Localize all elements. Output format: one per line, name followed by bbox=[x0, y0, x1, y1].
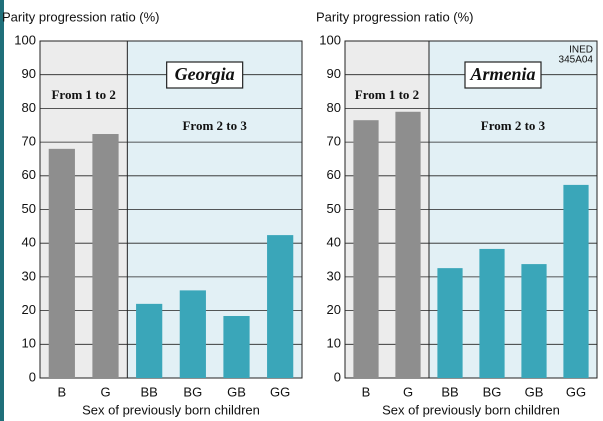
bar bbox=[48, 148, 75, 378]
chart-title: Armenia bbox=[469, 64, 535, 84]
y-tick-label: 80 bbox=[327, 100, 341, 115]
title-box bbox=[166, 61, 244, 89]
bar bbox=[136, 303, 163, 378]
bar bbox=[521, 264, 547, 378]
y-axis-label: Parity progression ratio (%) bbox=[316, 9, 474, 24]
y-tick-label: 20 bbox=[327, 302, 341, 317]
annotation: From 2 to 3 bbox=[182, 118, 247, 133]
x-tick-label: B bbox=[362, 384, 371, 399]
y-tick-label: 40 bbox=[22, 235, 36, 250]
y-tick-label: 40 bbox=[327, 235, 341, 250]
y-axis-label: Parity progression ratio (%) bbox=[2, 9, 160, 24]
credit: 345A04 bbox=[559, 55, 594, 66]
x-tick-label: G bbox=[100, 384, 110, 399]
bar bbox=[563, 184, 589, 378]
y-tick-label: 90 bbox=[22, 66, 36, 81]
plot-frame bbox=[39, 40, 303, 379]
x-axis-label: Sex of previously born children bbox=[382, 402, 560, 417]
bar bbox=[92, 134, 119, 378]
y-tick-label: 60 bbox=[327, 167, 341, 182]
y-tick-label: 0 bbox=[334, 369, 341, 384]
y-tick-label: 30 bbox=[327, 268, 341, 283]
x-tick-label: B bbox=[57, 384, 66, 399]
y-tick-label: 90 bbox=[327, 66, 341, 81]
annotation: From 1 to 2 bbox=[355, 87, 419, 102]
title-box bbox=[464, 61, 542, 89]
bar bbox=[395, 111, 421, 379]
y-tick-label: 20 bbox=[22, 302, 36, 317]
y-tick-label: 100 bbox=[14, 32, 36, 47]
y-tick-label: 10 bbox=[327, 336, 341, 351]
y-tick-label: 70 bbox=[327, 134, 341, 149]
bar bbox=[223, 315, 250, 378]
y-tick-label: 60 bbox=[22, 167, 36, 182]
y-tick-label: 10 bbox=[22, 336, 36, 351]
y-tick-label: 50 bbox=[22, 201, 36, 216]
y-tick-label: 50 bbox=[327, 201, 341, 216]
bar bbox=[267, 235, 294, 378]
bar bbox=[353, 120, 379, 378]
annotation: From 2 to 3 bbox=[481, 118, 546, 133]
x-tick-label: BG bbox=[183, 384, 202, 399]
x-tick-label: G bbox=[403, 384, 413, 399]
bar bbox=[437, 268, 463, 378]
edge-strip bbox=[0, 0, 4, 421]
y-tick-label: 30 bbox=[22, 268, 36, 283]
y-tick-label: 80 bbox=[22, 100, 36, 115]
x-tick-label: BB bbox=[441, 384, 458, 399]
chart-title: Georgia bbox=[175, 64, 235, 84]
bar bbox=[479, 248, 505, 378]
x-tick-label: GB bbox=[227, 384, 246, 399]
y-tick-label: 70 bbox=[22, 134, 36, 149]
bar bbox=[179, 290, 206, 378]
x-tick-label: BB bbox=[140, 384, 157, 399]
x-tick-label: GG bbox=[270, 384, 290, 399]
x-tick-label: GB bbox=[525, 384, 544, 399]
plot-frame bbox=[344, 40, 598, 379]
x-tick-label: BG bbox=[483, 384, 502, 399]
x-axis-label: Sex of previously born children bbox=[82, 402, 260, 417]
y-tick-label: 0 bbox=[29, 369, 36, 384]
y-tick-label: 100 bbox=[319, 32, 341, 47]
annotation: From 1 to 2 bbox=[51, 87, 115, 102]
credit: INED bbox=[569, 45, 593, 56]
x-tick-label: GG bbox=[566, 384, 586, 399]
